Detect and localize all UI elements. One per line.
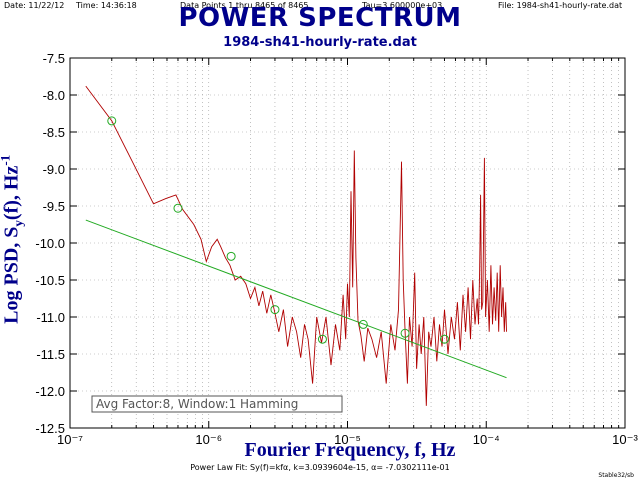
y-label-sup: -1 [0, 154, 13, 166]
header-date: Date: 11/22/12 [4, 1, 65, 10]
fit-point-marker [317, 334, 327, 344]
fit-point-marker [400, 328, 410, 338]
y-label-main: Log PSD, S [0, 226, 23, 324]
ticks: 10⁻⁷ 10⁻⁶ 10⁻⁵ 10⁻⁴ 10⁻³ -7.5 -8.0 -8.5 -9.0 -9.5… [35, 51, 638, 447]
fit-point-marker [173, 203, 183, 213]
grid [69, 58, 625, 428]
y-tick-label: -9.0 [43, 162, 65, 177]
fit-point-marker [358, 319, 368, 329]
fit-point-marker [270, 305, 280, 315]
y-tick-label: -12.5 [35, 421, 65, 436]
annotation-box: Avg Factor:8, Window:1 Hamming [91, 395, 343, 413]
chart-subtitle: 1984-sh41-hourly-rate.dat [223, 35, 417, 50]
power-law-fit-line [85, 219, 507, 379]
fit-point-marker [107, 116, 117, 126]
spectrum-line [85, 85, 507, 406]
x-tick-label: 10⁻⁴ [473, 432, 500, 447]
annotation-text: Avg Factor:8, Window:1 Hamming [96, 397, 298, 411]
y-tick-label: -11.0 [36, 310, 65, 325]
fit-point-marker [439, 334, 449, 344]
chart-title: POWER SPECTRUM [178, 3, 462, 33]
y-tick-label: -8.5 [43, 125, 65, 140]
fit-point-marker [226, 251, 236, 261]
y-tick-label: -8.0 [43, 88, 65, 103]
y-tick-label: -10.0 [35, 236, 65, 251]
header-file: File: 1984-sh41-hourly-rate.dat [498, 1, 623, 10]
x-tick-label: 10⁻⁵ [334, 432, 361, 447]
y-label-sub: y [10, 220, 26, 227]
x-tick-label: 10⁻⁷ [57, 432, 83, 447]
header-tau: Tau=3.600000e+03 [362, 1, 443, 10]
y-label-mid: (f), Hz [0, 165, 23, 221]
power-law-fit-text: Power Law Fit: Sy(f)=kfα, k=3.0939604e-1… [190, 463, 450, 472]
y-tick-label: -7.5 [43, 51, 65, 66]
x-tick-label: 10⁻³ [612, 432, 638, 447]
y-tick-label: -11.5 [36, 347, 65, 362]
y-axis-label: Log PSD, Sy(f), Hz-1 [0, 99, 26, 379]
header-data-points: Data Points 1 thru 8465 of 8465 [180, 1, 309, 10]
y-tick-label: -12.0 [35, 384, 65, 399]
y-tick-label: -9.5 [43, 199, 65, 214]
series [85, 85, 507, 406]
header-time: Time: 14:36:18 [76, 1, 137, 10]
x-axis-label: Fourier Frequency, f, Hz [244, 439, 456, 461]
software-credit: Stable32/sb [598, 472, 634, 479]
y-tick-label: -10.5 [35, 273, 65, 288]
x-tick-label: 10⁻⁶ [195, 432, 222, 447]
annotation-frame [91, 395, 343, 413]
